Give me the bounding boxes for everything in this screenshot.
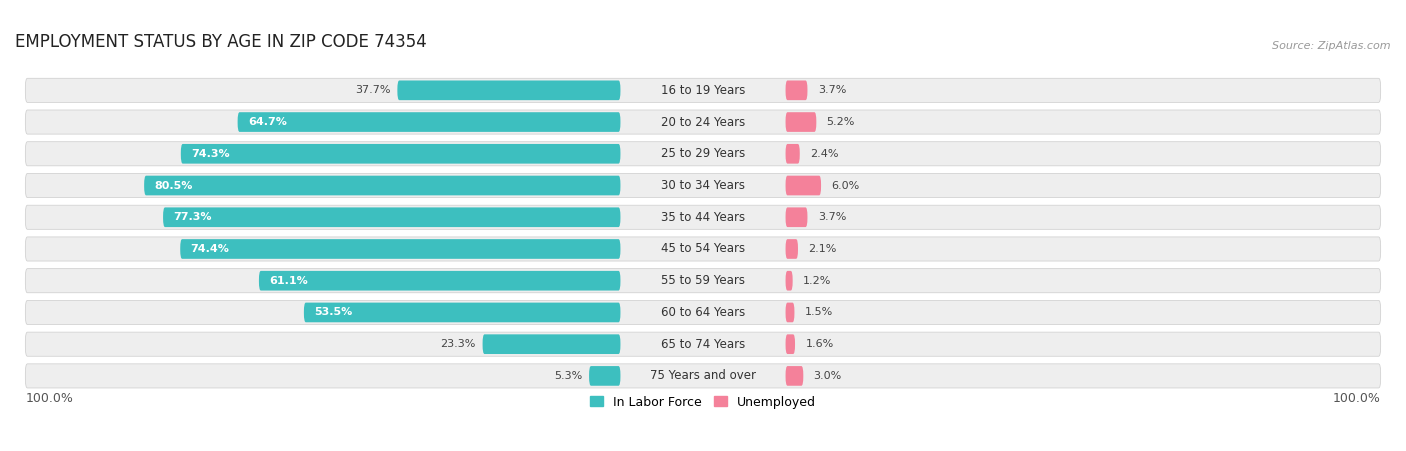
FancyBboxPatch shape [786, 144, 800, 164]
FancyBboxPatch shape [786, 271, 793, 290]
Text: 20 to 24 Years: 20 to 24 Years [661, 115, 745, 129]
FancyBboxPatch shape [25, 237, 1381, 261]
Text: 80.5%: 80.5% [155, 180, 193, 190]
Text: 5.2%: 5.2% [827, 117, 855, 127]
FancyBboxPatch shape [163, 207, 620, 227]
Text: 23.3%: 23.3% [440, 339, 475, 349]
Text: 3.7%: 3.7% [818, 212, 846, 222]
FancyBboxPatch shape [181, 144, 620, 164]
Text: 3.7%: 3.7% [818, 85, 846, 95]
FancyBboxPatch shape [25, 110, 1381, 134]
FancyBboxPatch shape [180, 239, 620, 259]
Text: 60 to 64 Years: 60 to 64 Years [661, 306, 745, 319]
Text: 37.7%: 37.7% [354, 85, 391, 95]
Text: 2.1%: 2.1% [808, 244, 837, 254]
FancyBboxPatch shape [304, 303, 620, 322]
Text: 77.3%: 77.3% [173, 212, 212, 222]
Text: 3.0%: 3.0% [814, 371, 842, 381]
FancyBboxPatch shape [786, 207, 807, 227]
FancyBboxPatch shape [786, 239, 799, 259]
FancyBboxPatch shape [25, 332, 1381, 356]
FancyBboxPatch shape [786, 176, 821, 195]
Text: 53.5%: 53.5% [314, 308, 353, 318]
Text: 16 to 19 Years: 16 to 19 Years [661, 84, 745, 97]
Text: 74.4%: 74.4% [191, 244, 229, 254]
FancyBboxPatch shape [786, 366, 803, 386]
FancyBboxPatch shape [786, 303, 794, 322]
Text: 1.5%: 1.5% [804, 308, 832, 318]
FancyBboxPatch shape [25, 364, 1381, 388]
Text: 74.3%: 74.3% [191, 149, 229, 159]
FancyBboxPatch shape [786, 80, 807, 100]
FancyBboxPatch shape [482, 334, 620, 354]
Text: 30 to 34 Years: 30 to 34 Years [661, 179, 745, 192]
Text: 35 to 44 Years: 35 to 44 Years [661, 211, 745, 224]
Text: 45 to 54 Years: 45 to 54 Years [661, 243, 745, 255]
FancyBboxPatch shape [25, 205, 1381, 229]
FancyBboxPatch shape [25, 300, 1381, 325]
FancyBboxPatch shape [145, 176, 620, 195]
Text: 55 to 59 Years: 55 to 59 Years [661, 274, 745, 287]
Text: 61.1%: 61.1% [269, 276, 308, 286]
Text: EMPLOYMENT STATUS BY AGE IN ZIP CODE 74354: EMPLOYMENT STATUS BY AGE IN ZIP CODE 743… [15, 33, 427, 51]
Text: 100.0%: 100.0% [1333, 392, 1381, 405]
FancyBboxPatch shape [786, 112, 817, 132]
Text: 1.2%: 1.2% [803, 276, 831, 286]
Text: 2.4%: 2.4% [810, 149, 838, 159]
FancyBboxPatch shape [25, 78, 1381, 102]
FancyBboxPatch shape [398, 80, 620, 100]
FancyBboxPatch shape [25, 269, 1381, 293]
FancyBboxPatch shape [786, 334, 794, 354]
Text: Source: ZipAtlas.com: Source: ZipAtlas.com [1272, 41, 1391, 51]
FancyBboxPatch shape [25, 142, 1381, 166]
FancyBboxPatch shape [589, 366, 620, 386]
Text: 6.0%: 6.0% [831, 180, 859, 190]
Text: 25 to 29 Years: 25 to 29 Years [661, 147, 745, 160]
Text: 5.3%: 5.3% [554, 371, 582, 381]
FancyBboxPatch shape [238, 112, 620, 132]
Text: 65 to 74 Years: 65 to 74 Years [661, 338, 745, 351]
Legend: In Labor Force, Unemployed: In Labor Force, Unemployed [591, 396, 815, 409]
Text: 100.0%: 100.0% [25, 392, 73, 405]
FancyBboxPatch shape [25, 174, 1381, 198]
FancyBboxPatch shape [259, 271, 620, 290]
Text: 1.6%: 1.6% [806, 339, 834, 349]
Text: 75 Years and over: 75 Years and over [650, 369, 756, 382]
Text: 64.7%: 64.7% [247, 117, 287, 127]
